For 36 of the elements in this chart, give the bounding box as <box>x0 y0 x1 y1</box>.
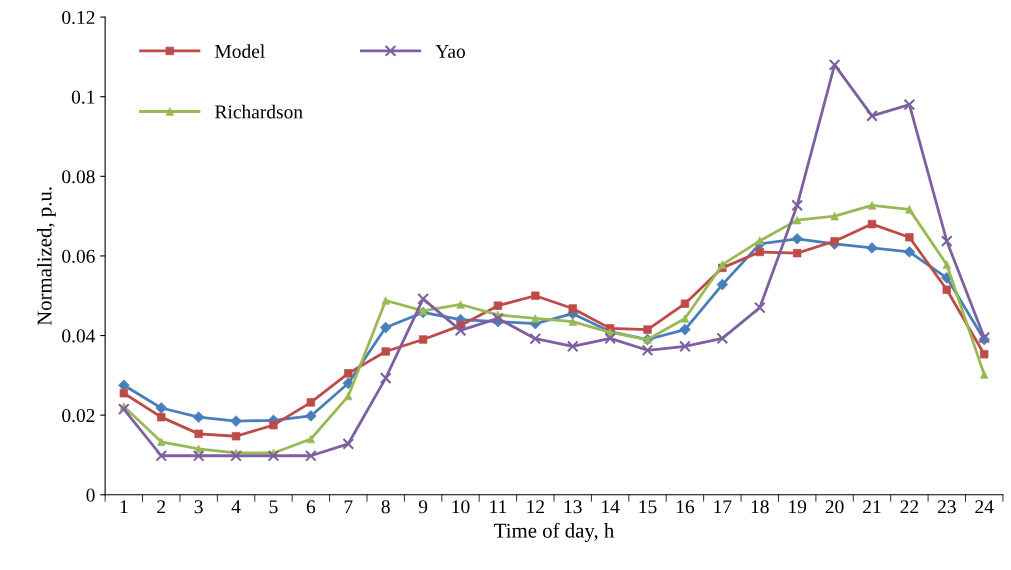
x-tick-label: 15 <box>639 500 657 514</box>
x-tick-label: 21 <box>863 500 881 514</box>
x-tick-label: 23 <box>937 500 956 514</box>
y-tick-label: 0 <box>86 488 95 502</box>
x-axis-title: Time of day, h <box>494 522 615 542</box>
x-tick-label: 5 <box>269 500 278 514</box>
x-tick-label: 12 <box>527 500 544 514</box>
x-tick-label: 6 <box>306 500 316 514</box>
x-tick-label: 10 <box>452 500 470 514</box>
x-tick-label: 24 <box>975 500 994 514</box>
y-tick-label: 0.12 <box>62 10 95 25</box>
x-tick-label: 13 <box>564 500 582 514</box>
y-tick-label: 0.1 <box>71 90 95 104</box>
x-tick-label: 2 <box>157 500 166 514</box>
legend-label: Model <box>215 44 265 58</box>
legend-label: Richardson <box>215 104 303 119</box>
y-tick-label: 0.06 <box>62 249 95 263</box>
x-tick-label: 22 <box>900 500 919 514</box>
x-tick-label: 20 <box>825 500 844 514</box>
legend-label: Yao <box>435 45 465 58</box>
x-tick-label: 19 <box>789 500 807 514</box>
x-tick-label: 1 <box>120 500 128 514</box>
x-tick-label: 8 <box>381 500 390 514</box>
y-axis-title: Normalized, p.u. <box>36 187 56 326</box>
x-tick-label: 3 <box>194 500 203 514</box>
x-tick-label: 7 <box>344 500 353 514</box>
x-tick-label: 16 <box>676 500 695 514</box>
x-tick-label: 14 <box>602 500 620 514</box>
x-tick-label: 4 <box>231 500 241 514</box>
x-tick-label: 11 <box>490 500 507 514</box>
x-tick-label: 17 <box>714 500 732 514</box>
x-tick-label: 9 <box>418 500 428 514</box>
x-tick-label: 18 <box>751 500 769 514</box>
y-tick-label: 0.04 <box>62 329 96 343</box>
y-tick-label: 0.02 <box>62 408 95 423</box>
y-tick-label: 0.08 <box>62 170 95 184</box>
